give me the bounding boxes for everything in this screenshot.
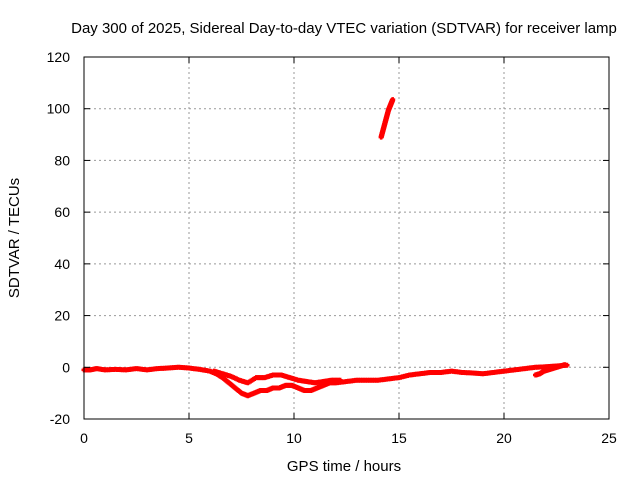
series (211, 368, 343, 386)
axis-ticks: 0 5 10 15 20 25 -20 0 20 40 60 80 100 120 (47, 49, 617, 446)
x-tick-label: 10 (286, 430, 302, 446)
data-points (81, 97, 570, 399)
series (378, 97, 396, 140)
y-tick-label: -20 (50, 411, 70, 427)
data-point (562, 362, 568, 368)
x-tick-label: 5 (185, 430, 193, 446)
x-axis-label: GPS time / hours (287, 458, 401, 475)
chart-title: Day 300 of 2025, Sidereal Day-to-day VTE… (71, 20, 617, 37)
y-tick-label: 60 (54, 204, 70, 220)
y-tick-label: 100 (47, 101, 71, 117)
series (533, 362, 568, 378)
y-tick-label: 120 (47, 49, 71, 65)
y-tick-label: 20 (54, 308, 70, 324)
y-axis-label: SDTVAR / TECUs (6, 178, 23, 298)
x-tick-label: 20 (496, 430, 512, 446)
series (81, 362, 570, 399)
plot-frame (83, 56, 610, 420)
grid (84, 57, 609, 419)
data-point (390, 97, 396, 103)
x-tick-label: 15 (391, 430, 407, 446)
y-tick-label: 0 (62, 359, 70, 375)
x-tick-label: 0 (80, 430, 88, 446)
data-point (337, 377, 343, 383)
y-tick-label: 40 (54, 256, 70, 272)
x-tick-label: 25 (601, 430, 617, 446)
y-tick-label: 80 (54, 152, 70, 168)
